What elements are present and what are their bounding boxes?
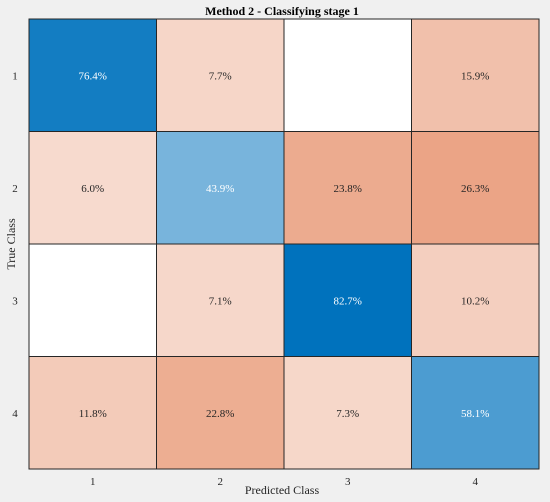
y-tick-labels: 1 2 3 4: [12, 70, 18, 420]
y-tick-label: 1: [12, 70, 18, 82]
heatmap-cell: [156, 18, 285, 132]
y-tick-label: 4: [12, 408, 18, 420]
cell-value-label: 10.2%: [461, 295, 489, 307]
cell-value-label: 7.7%: [209, 70, 232, 82]
cell-value-label: 76.4%: [79, 70, 107, 82]
x-tick-label: 1: [90, 476, 96, 488]
cell-value-label: 22.8%: [206, 408, 234, 420]
cell-value-label: 15.9%: [461, 70, 489, 82]
heatmap-cell: [283, 18, 412, 132]
x-tick-label: 2: [218, 476, 224, 488]
y-axis-label: True Class: [4, 218, 18, 270]
cell-value-label: 11.8%: [79, 408, 107, 420]
x-axis-label: Predicted Class: [245, 483, 320, 497]
cell-value-label: 82.7%: [334, 295, 362, 307]
y-tick-label: 3: [12, 295, 18, 307]
x-tick-label: 3: [345, 476, 351, 488]
chart-title: Method 2 - Classifying stage 1: [205, 4, 359, 18]
cell-value-label: 7.1%: [209, 295, 232, 307]
heatmap-cell: [28, 243, 157, 357]
heatmap-cell: [411, 243, 540, 357]
heatmap-cell: [411, 356, 540, 470]
heatmap-cell: [28, 131, 157, 245]
cell-value-label: 6.0%: [81, 183, 104, 195]
heatmap-cell: [411, 18, 540, 132]
cell-value-label: 23.8%: [334, 183, 362, 195]
x-tick-labels: 1 2 3 4: [90, 476, 479, 488]
heatmap-cell: [156, 356, 285, 470]
heatmap-cell: [28, 18, 157, 132]
heatmap-cell: [156, 243, 285, 357]
heatmap-cell: [411, 131, 540, 245]
heatmap-cell: [28, 356, 157, 470]
x-tick-label: 4: [473, 476, 479, 488]
y-tick-label: 2: [12, 183, 18, 195]
heatmap-cells: 76.4% 7.7% 15.9% 6.0% 43.9% 23.8% 26.3% 7.1% 82.…: [28, 18, 540, 470]
cell-value-label: 43.9%: [206, 183, 234, 195]
cell-value-label: 58.1%: [461, 408, 489, 420]
cell-value-label: 7.3%: [336, 408, 359, 420]
cell-value-label: 26.3%: [461, 183, 489, 195]
heatmap-cell: [283, 243, 412, 357]
heatmap-cell: [283, 356, 412, 470]
